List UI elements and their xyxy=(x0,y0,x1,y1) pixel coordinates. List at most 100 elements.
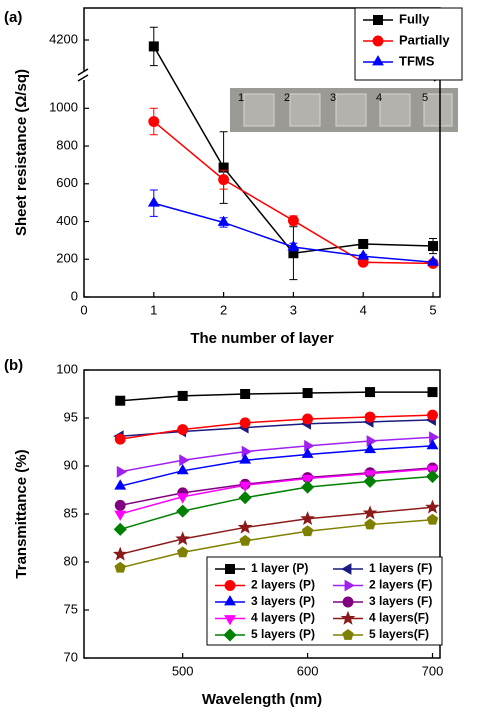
legend-label: 4 layers(F) xyxy=(369,611,429,625)
y-tick-label: 600 xyxy=(56,175,78,190)
legend-label: 4 layers (P) xyxy=(251,611,315,625)
marker xyxy=(428,241,439,252)
marker xyxy=(358,238,369,249)
legend-box xyxy=(206,556,443,646)
y-tick-label: 70 xyxy=(64,649,78,664)
marker xyxy=(287,215,299,227)
y-tick-label: 4200 xyxy=(49,31,78,46)
y-tick-label: 0 xyxy=(71,288,78,303)
y-tick-label: 1000 xyxy=(49,100,78,115)
marker xyxy=(218,174,230,186)
inset-label: 2 xyxy=(284,92,290,104)
marker xyxy=(241,445,252,458)
marker xyxy=(239,481,252,493)
series-line xyxy=(120,467,433,507)
series-line xyxy=(120,436,433,473)
marker xyxy=(179,454,190,467)
series-line xyxy=(120,391,433,402)
y-axis-title: Sheet resistance (Ω/sq) xyxy=(13,69,30,236)
series-line xyxy=(120,475,433,531)
series-line xyxy=(120,519,433,569)
x-tick-label: 4 xyxy=(360,302,367,317)
marker xyxy=(217,215,230,226)
marker xyxy=(177,424,189,435)
marker xyxy=(148,116,160,127)
legend-marker xyxy=(372,55,384,66)
inset-label: 5 xyxy=(422,92,428,104)
marker xyxy=(300,511,315,526)
marker xyxy=(427,255,439,266)
marker xyxy=(287,240,300,251)
legend-marker xyxy=(372,35,384,47)
legend-label: 2 layers (P) xyxy=(251,578,315,592)
legend-label: 2 layers (F) xyxy=(369,578,432,592)
marker xyxy=(239,453,252,464)
y-tick-label: 200 xyxy=(56,251,78,266)
legend-label: 5 layers(F) xyxy=(369,627,429,641)
marker xyxy=(365,387,376,398)
legend-marker xyxy=(225,564,235,574)
legend-marker xyxy=(224,595,236,606)
marker xyxy=(425,470,440,484)
series-line xyxy=(120,506,433,556)
marker xyxy=(427,409,438,421)
marker xyxy=(304,439,315,452)
legend-label: 1 layer (P) xyxy=(251,561,308,575)
marker xyxy=(115,395,126,406)
x-tick-label: 5 xyxy=(429,302,436,317)
inset-samples xyxy=(243,93,453,127)
legend-marker xyxy=(373,15,383,25)
inset-label: 1 xyxy=(238,92,244,104)
legend-label: 3 layers (F) xyxy=(369,594,432,608)
legend-label: 1 layers (F) xyxy=(369,561,432,575)
x-axis-title: The number of layer xyxy=(190,330,334,347)
marker xyxy=(114,433,126,445)
x-tick-label: 3 xyxy=(290,302,297,317)
y-tick-label: 85 xyxy=(64,505,78,520)
marker xyxy=(301,447,314,458)
y-tick-label: 80 xyxy=(64,553,78,568)
panel-label: (b) xyxy=(4,357,23,374)
y-tick-label: 90 xyxy=(64,457,78,472)
x-tick-label: 1 xyxy=(150,302,157,317)
marker xyxy=(364,518,376,530)
y-tick-label: 95 xyxy=(64,409,78,424)
marker xyxy=(238,491,252,505)
legend-marker xyxy=(223,628,237,642)
inset-label: 3 xyxy=(330,92,336,104)
marker xyxy=(426,438,439,450)
marker xyxy=(427,387,438,398)
series-line xyxy=(120,468,433,515)
legend-marker xyxy=(342,596,354,608)
legend-marker xyxy=(341,563,352,575)
marker xyxy=(239,534,251,546)
marker xyxy=(366,435,377,447)
marker xyxy=(429,431,440,444)
legend-label: TFMS xyxy=(399,53,435,68)
marker xyxy=(114,510,127,521)
series-line xyxy=(120,419,433,437)
series-line xyxy=(120,445,433,487)
x-tick-label: 700 xyxy=(422,663,444,678)
marker xyxy=(302,388,313,399)
marker xyxy=(114,561,126,573)
legend-label: 5 layers (P) xyxy=(251,627,315,641)
inset-label: 4 xyxy=(376,92,382,104)
x-tick-label: 2 xyxy=(220,302,227,317)
marker xyxy=(363,474,377,488)
marker xyxy=(301,475,314,486)
series-line xyxy=(120,414,433,440)
legend-marker xyxy=(224,615,236,626)
panel-label: (a) xyxy=(4,9,22,26)
marker xyxy=(147,196,160,207)
axis-break xyxy=(77,68,89,82)
marker xyxy=(176,493,189,504)
y-tick-label: 400 xyxy=(56,213,78,228)
marker xyxy=(357,249,370,260)
y-tick-label: 100 xyxy=(56,361,78,376)
legend-label: Partially xyxy=(399,32,450,47)
marker xyxy=(176,546,189,558)
marker xyxy=(364,411,376,423)
